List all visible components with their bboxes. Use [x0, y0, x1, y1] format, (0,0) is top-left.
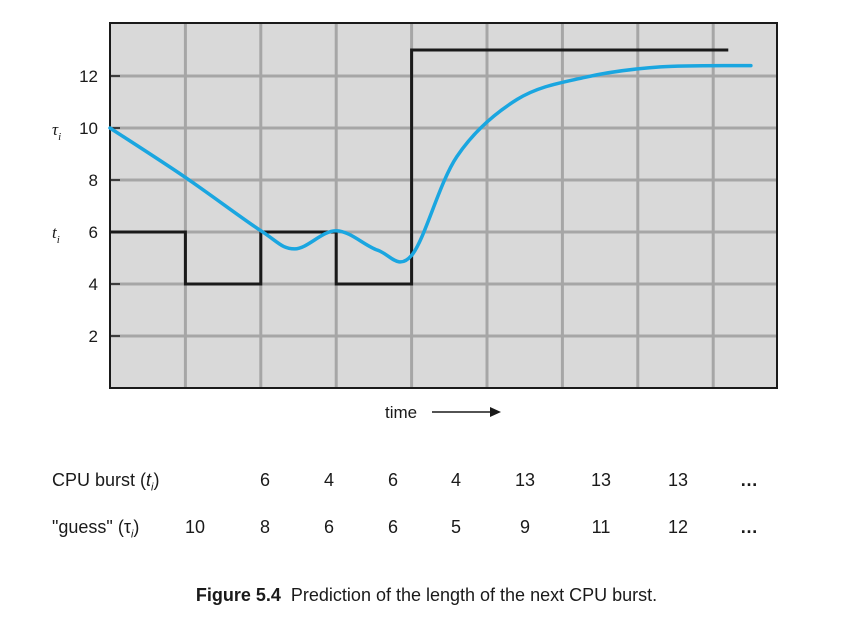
burst-value: 6	[387, 470, 398, 490]
x-axis-label: time	[385, 403, 417, 422]
y-axis-ticks: 2 4 6 8 10 12	[79, 67, 120, 346]
y-tick-label: 10	[79, 119, 98, 138]
guess-value: 10	[184, 517, 206, 537]
guess-value: 6	[323, 517, 334, 537]
guess-value: 8	[259, 517, 270, 537]
y-label-guess: τi	[52, 120, 61, 143]
y-label-burst: ti	[52, 223, 60, 246]
burst-value: 4	[323, 470, 334, 490]
figure-caption: Figure 5.4 Prediction of the length of th…	[0, 585, 853, 606]
burst-value: 13	[667, 470, 689, 490]
cpu-burst-row-label: CPU burst (ti)	[52, 470, 160, 494]
burst-ellipsis: …	[740, 470, 760, 490]
burst-value: 13	[590, 470, 612, 490]
guess-value: 9	[519, 517, 530, 537]
cpu-burst-step-line	[110, 48, 729, 286]
guess-value: 12	[667, 517, 689, 537]
chart: 2 4 6 8 10 12 τi ti time	[52, 22, 778, 422]
burst-value: 6	[259, 470, 270, 490]
y-tick-label: 2	[89, 327, 98, 346]
figure-label: Figure 5.4	[195, 585, 281, 605]
guess-row-label: "guess" (τi)	[52, 517, 140, 541]
figure-caption-text: Prediction of the length of the next CPU…	[290, 585, 658, 605]
burst-value: 4	[450, 470, 461, 490]
burst-value: 13	[514, 470, 536, 490]
guess-curve	[108, 63, 753, 264]
plot-background	[110, 23, 777, 388]
cpu-burst-row: CPU burst (ti) 6 4 6 4 13 13 13 …	[0, 470, 853, 494]
guess-value: 5	[450, 517, 461, 537]
y-tick-label: 6	[89, 223, 98, 242]
guess-value: 6	[387, 517, 398, 537]
y-tick-label: 4	[89, 275, 98, 294]
guess-ellipsis: …	[740, 517, 760, 537]
guess-row: "guess" (τi) 10 8 6 6 5 9 11 12 …	[0, 517, 853, 541]
y-tick-label: 8	[89, 171, 98, 190]
plot-border	[109, 22, 778, 389]
guess-value: 11	[591, 517, 611, 537]
right-arrow-icon	[432, 407, 501, 417]
y-tick-label: 12	[79, 67, 98, 86]
